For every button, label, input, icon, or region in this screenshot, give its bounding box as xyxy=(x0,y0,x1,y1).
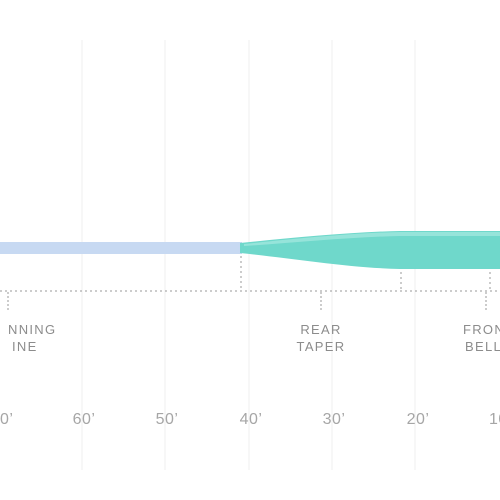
front-belly-label-line2: BELLY xyxy=(465,339,500,354)
distance-label: 30’ xyxy=(323,411,346,428)
section-dividers xyxy=(240,256,491,290)
section-ticks xyxy=(7,292,487,310)
distance-label: 50’ xyxy=(156,411,179,428)
rear-taper-label-line2: TAPER xyxy=(297,339,346,354)
distance-label: 40’ xyxy=(240,411,263,428)
distance-label: 20’ xyxy=(407,411,430,428)
running-line-label-line2: INE xyxy=(12,339,38,354)
distance-scale: 0’ 60’ 50’ 40’ 30’ 20’ 10 xyxy=(0,411,500,428)
line-head-highlight xyxy=(244,232,500,246)
front-belly-label-line1: FRON xyxy=(463,322,500,337)
rear-taper-label-line1: REAR xyxy=(300,322,341,337)
distance-label: 10 xyxy=(489,411,500,428)
distance-label: 0’ xyxy=(0,411,13,428)
distance-label: 60’ xyxy=(73,411,96,428)
running-line-label-line1: NNING xyxy=(8,322,56,337)
running-line-segment xyxy=(0,242,242,254)
